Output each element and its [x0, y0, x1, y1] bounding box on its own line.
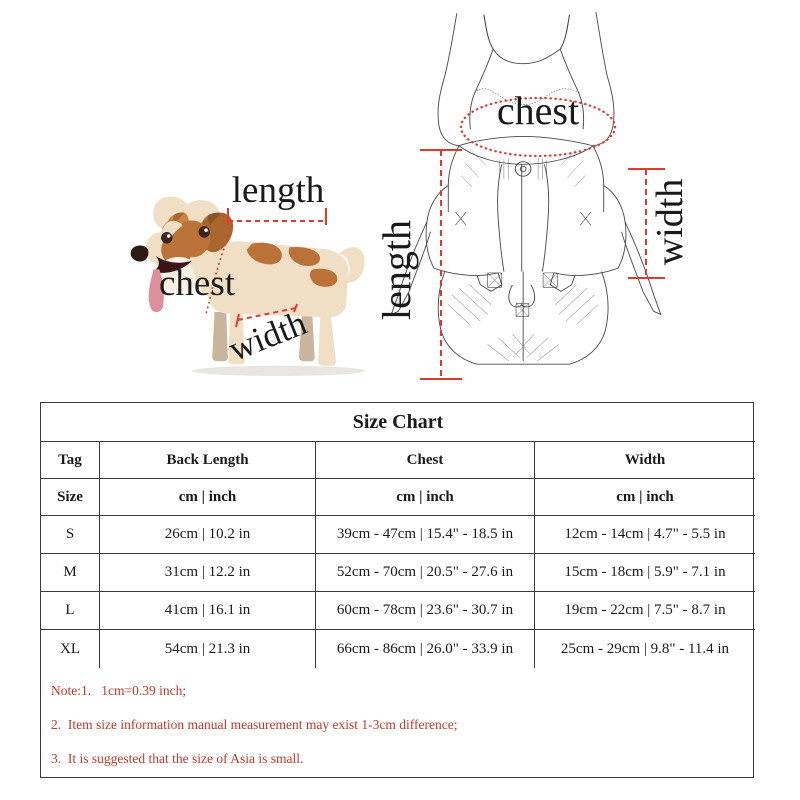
svg-text:width: width — [649, 179, 691, 266]
svg-text:length: length — [232, 170, 325, 211]
svg-text:chest: chest — [497, 88, 579, 133]
svg-text:length: length — [374, 220, 419, 320]
svg-text:chest: chest — [159, 263, 236, 304]
